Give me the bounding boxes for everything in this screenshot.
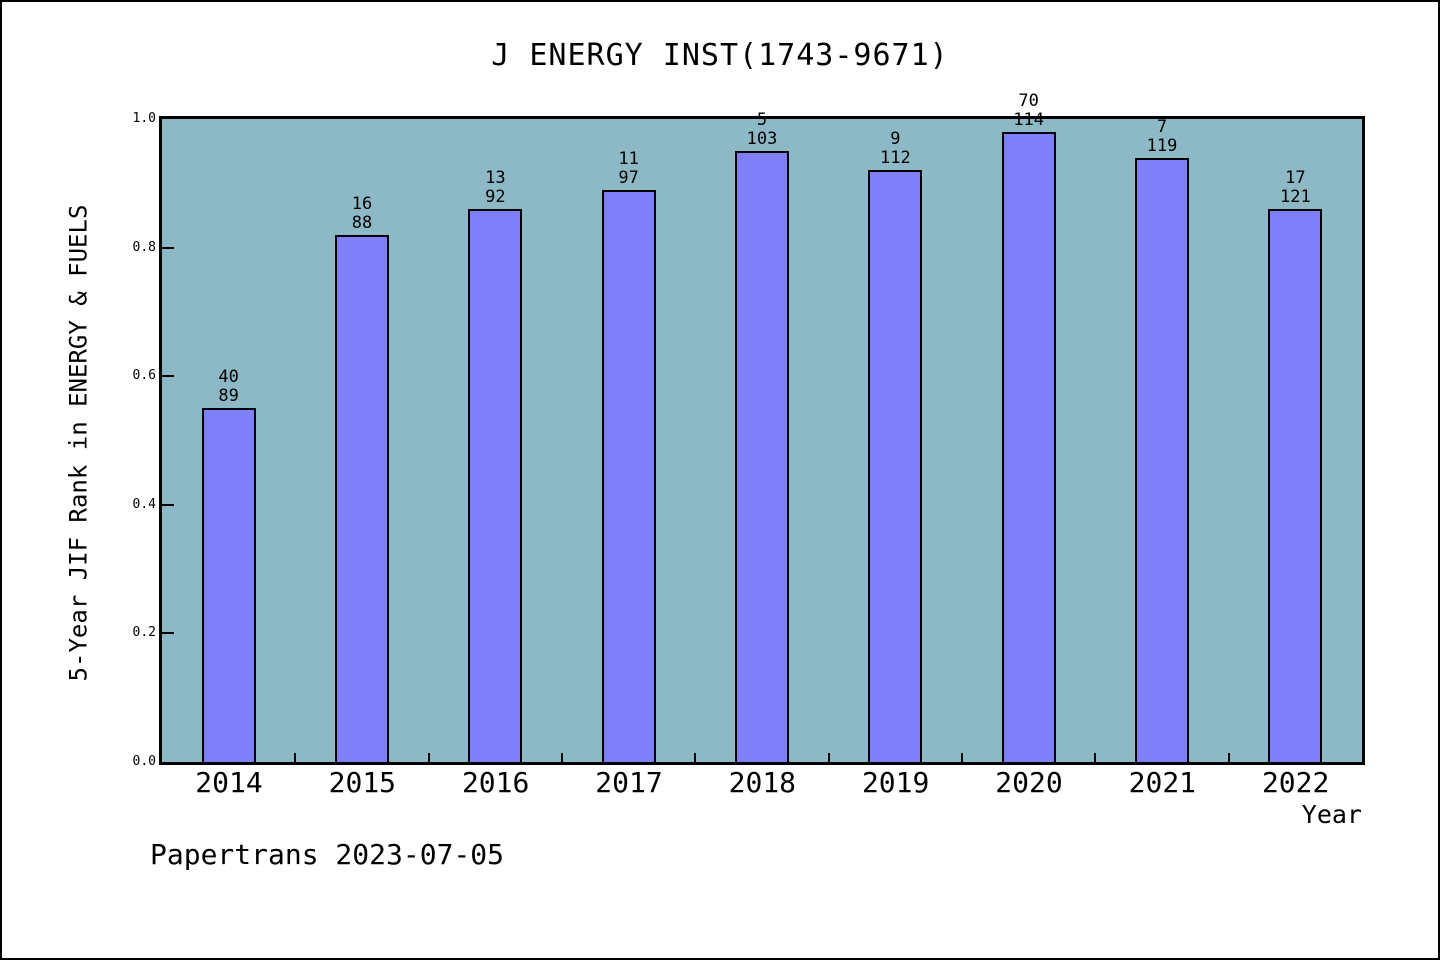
y-tick-mark [162, 246, 174, 249]
bar-value-label-2018: 5 103 [746, 110, 778, 149]
chart-title: J ENERGY INST(1743-9671) [491, 38, 949, 73]
bar-2016 [468, 209, 523, 762]
x-minor-tick [694, 753, 697, 762]
x-tick-label-2021: 2021 [1128, 766, 1197, 799]
bar-2014 [201, 408, 256, 762]
y-tick-label-0.8: 0.8 [132, 239, 156, 255]
y-tick-label-1.0: 1.0 [132, 111, 156, 126]
plot-area: 40 89 16 88 13 92 11 97 5 103 9 112 70 114 7 11… [159, 92, 1365, 765]
bar-value-label-2015: 16 88 [351, 194, 373, 233]
x-tick-label-2022: 2022 [1261, 766, 1330, 799]
x-minor-tick [1094, 753, 1097, 762]
bar-value-label-2020: 70 114 [1013, 91, 1045, 130]
x-axis-label: Year [1301, 800, 1362, 829]
x-tick-label-2014: 2014 [195, 766, 263, 799]
bar-2022 [1268, 209, 1323, 762]
bar-value-label-2017: 11 97 [618, 149, 639, 188]
bar-value-label-2022: 17 121 [1279, 168, 1311, 207]
bar-2020 [1001, 132, 1056, 762]
y-tick-label-0.0: 0.0 [132, 754, 156, 769]
bar-2018 [735, 151, 789, 762]
bar-2015 [335, 235, 389, 762]
x-tick-label-2018: 2018 [728, 766, 797, 799]
x-minor-tick [961, 753, 963, 762]
bar-value-label-2019: 9 112 [879, 129, 911, 168]
bar-value-label-2016: 13 92 [485, 168, 506, 207]
x-minor-tick [427, 753, 430, 762]
bar-value-label-2014: 40 89 [218, 367, 239, 406]
y-tick-label-0.2: 0.2 [132, 625, 156, 641]
x-tick-label-2020: 2020 [995, 766, 1063, 799]
bar-2017 [601, 190, 656, 762]
x-minor-tick [561, 753, 563, 762]
x-tick-label-2015: 2015 [328, 766, 397, 799]
x-minor-tick [1227, 753, 1230, 762]
y-tick-mark [162, 632, 174, 635]
y-tick-mark [162, 503, 174, 506]
bar-2019 [868, 170, 923, 762]
bar-value-label-2021: 7 119 [1146, 117, 1178, 156]
x-minor-tick [294, 753, 297, 762]
y-tick-label-0.4: 0.4 [132, 496, 156, 512]
x-tick-label-2019: 2019 [861, 766, 930, 799]
y-axis-label: 5-Year JIF Rank in ENERGY & FUELS [64, 204, 93, 682]
y-tick-mark [162, 375, 174, 378]
x-tick-label-2017: 2017 [595, 766, 663, 799]
bar-2021 [1135, 158, 1189, 762]
x-minor-tick [827, 753, 830, 762]
plot-inner-area: 40 89 16 88 13 92 11 97 5 103 9 112 70 114 7 11… [162, 92, 1362, 762]
x-tick-label-2016: 2016 [461, 766, 530, 799]
watermark-text: Papertrans 2023-07-05 [150, 838, 505, 871]
y-tick-label-0.6: 0.6 [132, 368, 156, 384]
